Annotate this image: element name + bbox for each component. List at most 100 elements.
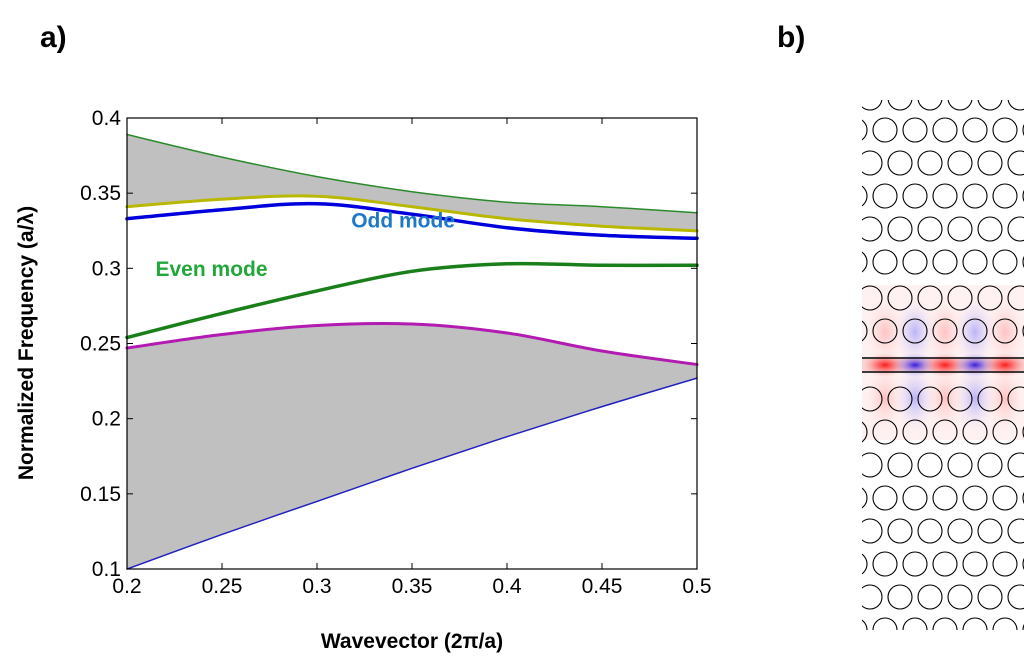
air-hole <box>917 285 943 311</box>
field-lobe-bottom-2 <box>925 364 965 432</box>
air-hole <box>962 117 988 143</box>
y-tick-label-0: 0.1 <box>92 558 121 581</box>
air-hole <box>992 551 1018 577</box>
air-hole <box>947 386 973 412</box>
air-hole <box>932 617 958 630</box>
mode-annotations: Odd mode Even mode <box>156 210 456 281</box>
air-hole <box>947 285 973 311</box>
air-hole <box>932 183 958 209</box>
air-hole <box>917 100 943 111</box>
air-hole <box>887 518 913 544</box>
series-upper-band-edge <box>125 194 699 233</box>
air-hole <box>932 117 958 143</box>
y-tick-label-2: 0.2 <box>92 408 121 431</box>
field-lobe-bottom-0 <box>865 364 905 432</box>
field-lobe-top-0 <box>865 298 905 366</box>
air-hole <box>872 117 898 143</box>
air-hole <box>872 485 898 511</box>
air-hole <box>862 251 868 273</box>
air-hole <box>1022 255 1024 269</box>
air-hole <box>828 286 852 310</box>
air-hole <box>862 100 883 111</box>
series-lower-band-edge <box>125 321 699 366</box>
air-hole <box>902 485 928 511</box>
air-hole <box>902 249 928 275</box>
air-hole <box>1022 425 1024 439</box>
field-lobe-bottom-1 <box>895 364 935 432</box>
air-hole <box>1007 452 1024 478</box>
air-hole <box>862 584 883 610</box>
air-hole <box>992 318 1018 344</box>
waveguide-core <box>862 359 1024 371</box>
air-hole <box>902 617 928 630</box>
air-hole <box>992 485 1018 511</box>
air-hole <box>947 100 973 111</box>
air-hole <box>977 216 1003 242</box>
air-hole <box>872 249 898 275</box>
air-hole <box>872 419 898 445</box>
tick-labels: 0.2 0.25 0.3 0.35 0.4 0.45 0.5 0.1 0.15 0.2 0.25 0.… <box>80 107 711 598</box>
air-hole <box>862 320 868 342</box>
air-hole <box>962 318 988 344</box>
air-hole <box>947 216 973 242</box>
air-hole <box>862 119 868 141</box>
panel-label-b: b) <box>777 21 805 54</box>
annotation-even-mode: Even mode <box>156 258 268 281</box>
air-hole <box>862 216 883 242</box>
air-hole <box>1007 584 1024 610</box>
air-hole <box>828 519 852 543</box>
field-lobe-top-4 <box>985 298 1024 366</box>
y-tick-label-6: 0.4 <box>92 107 122 130</box>
x-tick-label-1: 0.25 <box>202 575 243 598</box>
field-lobe-top-1 <box>895 298 935 366</box>
air-hole <box>992 183 1018 209</box>
field-lobe-top-2 <box>925 298 965 366</box>
air-hole <box>1022 123 1024 137</box>
air-hole <box>872 617 898 630</box>
air-hole <box>828 453 852 477</box>
field-lobe-bottom-4 <box>985 364 1024 432</box>
air-hole <box>862 553 868 575</box>
air-hole <box>862 619 868 630</box>
air-hole <box>917 386 943 412</box>
air-hole <box>962 249 988 275</box>
air-hole <box>962 617 988 630</box>
air-hole <box>1022 324 1024 338</box>
panel-label-a: a) <box>40 21 67 54</box>
air-hole <box>962 485 988 511</box>
air-hole <box>992 617 1018 630</box>
air-hole <box>947 452 973 478</box>
air-hole <box>962 551 988 577</box>
air-hole <box>872 183 898 209</box>
air-hole <box>962 419 988 445</box>
field-lobe-top-3 <box>955 298 995 366</box>
x-tick-label-5: 0.45 <box>582 575 623 598</box>
air-hole <box>1007 150 1024 176</box>
dispersion-chart: 0.2 0.25 0.3 0.35 0.4 0.45 0.5 0.1 0.15 0.2 0.25 0.… <box>15 107 712 653</box>
series-even-mode <box>125 261 699 340</box>
air-hole <box>887 285 913 311</box>
air-hole <box>1007 216 1024 242</box>
air-hole <box>932 419 958 445</box>
air-hole <box>1022 557 1024 571</box>
air-hole <box>917 452 943 478</box>
y-tick-label-4: 0.3 <box>92 257 121 280</box>
air-hole <box>932 318 958 344</box>
air-hole <box>1007 100 1024 111</box>
continuum-band-1 <box>127 134 697 231</box>
air-hole <box>917 150 943 176</box>
y-tick-label-3: 0.25 <box>80 333 121 356</box>
y-tick-label-1: 0.15 <box>80 483 121 506</box>
axis-ticks <box>126 117 698 570</box>
air-hole <box>1007 518 1024 544</box>
air-hole <box>917 518 943 544</box>
x-tick-label-6: 0.5 <box>682 575 711 598</box>
air-hole <box>962 183 988 209</box>
air-hole <box>977 285 1003 311</box>
air-hole <box>862 285 883 311</box>
air-hole <box>917 584 943 610</box>
y-axis-title: Normalized Frequency (a/λ) <box>15 206 38 480</box>
air-hole <box>932 249 958 275</box>
air-hole <box>887 216 913 242</box>
